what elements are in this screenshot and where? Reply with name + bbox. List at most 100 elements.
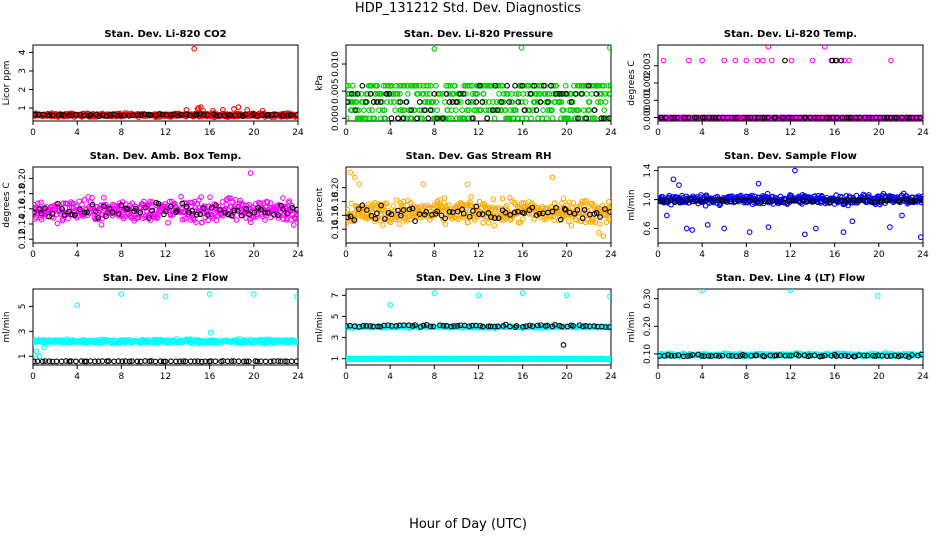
data-point — [583, 197, 590, 204]
data-point — [148, 358, 155, 364]
data-point — [772, 114, 779, 121]
data-point — [799, 197, 806, 204]
y-tick-label: 1 — [331, 356, 341, 362]
data-point — [549, 107, 555, 113]
data-point — [189, 208, 195, 214]
data-point-outlier — [699, 289, 706, 294]
x-tick-label: 12 — [473, 250, 484, 260]
data-point — [34, 358, 41, 365]
data-point — [46, 213, 52, 220]
data-point — [398, 212, 404, 219]
data-point — [788, 352, 795, 359]
data-point — [534, 99, 541, 105]
data-point — [228, 358, 235, 364]
data-point — [786, 352, 793, 359]
data-point — [423, 208, 430, 215]
data-point — [417, 324, 424, 330]
data-point — [570, 323, 577, 329]
data-point — [526, 322, 533, 329]
data-point — [469, 322, 475, 329]
data-point — [442, 99, 448, 105]
data-point — [193, 211, 200, 218]
data-point — [421, 211, 428, 218]
data-point — [167, 112, 174, 118]
data-point — [845, 353, 852, 360]
data-point — [765, 114, 771, 121]
data-point — [759, 114, 765, 121]
data-point — [370, 99, 377, 105]
data-point — [286, 198, 293, 204]
data-point — [480, 91, 487, 97]
data-point — [140, 198, 147, 205]
data-point — [115, 112, 121, 119]
data-point — [176, 358, 183, 365]
data-point — [604, 115, 611, 121]
y-tick-label: 0.001 — [643, 87, 653, 113]
data-point — [351, 217, 358, 224]
data-point-outlier — [787, 289, 794, 294]
data-point — [346, 115, 350, 121]
y-tick-label: 5 — [18, 304, 28, 310]
data-point — [593, 210, 600, 216]
data-point — [198, 194, 204, 200]
data-point — [383, 91, 390, 97]
data-point — [846, 114, 852, 121]
data-point — [879, 197, 885, 204]
data-point — [496, 91, 502, 97]
data-point — [575, 115, 581, 121]
data-point — [59, 206, 65, 212]
data-point-outlier — [689, 227, 696, 233]
x-tick-label: 12 — [785, 250, 796, 260]
data-point — [399, 82, 405, 89]
x-tick-label: 8 — [118, 128, 124, 138]
data-point — [280, 112, 287, 119]
data-point — [81, 209, 88, 216]
data-point — [761, 114, 768, 121]
data-point — [193, 111, 200, 118]
data-point — [465, 219, 471, 226]
data-point — [400, 115, 407, 121]
data-point — [416, 211, 423, 218]
data-point — [605, 82, 611, 89]
data-point — [766, 198, 773, 204]
y-tick-label: 0.20 — [18, 168, 28, 188]
data-point — [117, 112, 124, 119]
data-point — [204, 112, 211, 118]
data-point — [531, 82, 537, 89]
data-point — [790, 197, 796, 204]
data-point-outlier — [596, 229, 602, 236]
plot-frame — [32, 288, 299, 366]
data-point — [828, 352, 835, 359]
data-point — [228, 212, 235, 219]
data-point — [803, 198, 810, 204]
data-point — [576, 322, 583, 329]
data-point — [156, 111, 163, 117]
data-point — [465, 99, 471, 105]
data-point — [680, 353, 687, 360]
data-point-outlier — [765, 45, 772, 50]
data-point — [550, 82, 557, 89]
y-tick-label: 0.000 — [331, 105, 341, 131]
chart-title: Stan. Dev. Amb. Box Temp. — [90, 151, 242, 162]
data-point — [423, 91, 430, 97]
data-point-outlier — [431, 290, 438, 297]
data-point — [521, 107, 528, 113]
data-point — [913, 197, 919, 204]
data-point — [437, 91, 443, 97]
y-axis-label: ml/min — [627, 311, 637, 342]
data-point — [709, 114, 716, 121]
data-point — [363, 99, 369, 105]
data-point-outlier — [846, 57, 852, 64]
data-point — [408, 107, 415, 113]
data-point — [149, 204, 155, 211]
data-point — [149, 207, 155, 214]
data-point — [215, 203, 222, 210]
data-point — [528, 115, 534, 121]
data-point — [162, 201, 168, 207]
x-tick-label: 4 — [387, 372, 393, 382]
data-point — [374, 99, 380, 105]
x-tick-label: 16 — [204, 372, 216, 382]
data-point-outlier — [755, 180, 762, 187]
data-point — [442, 215, 448, 222]
